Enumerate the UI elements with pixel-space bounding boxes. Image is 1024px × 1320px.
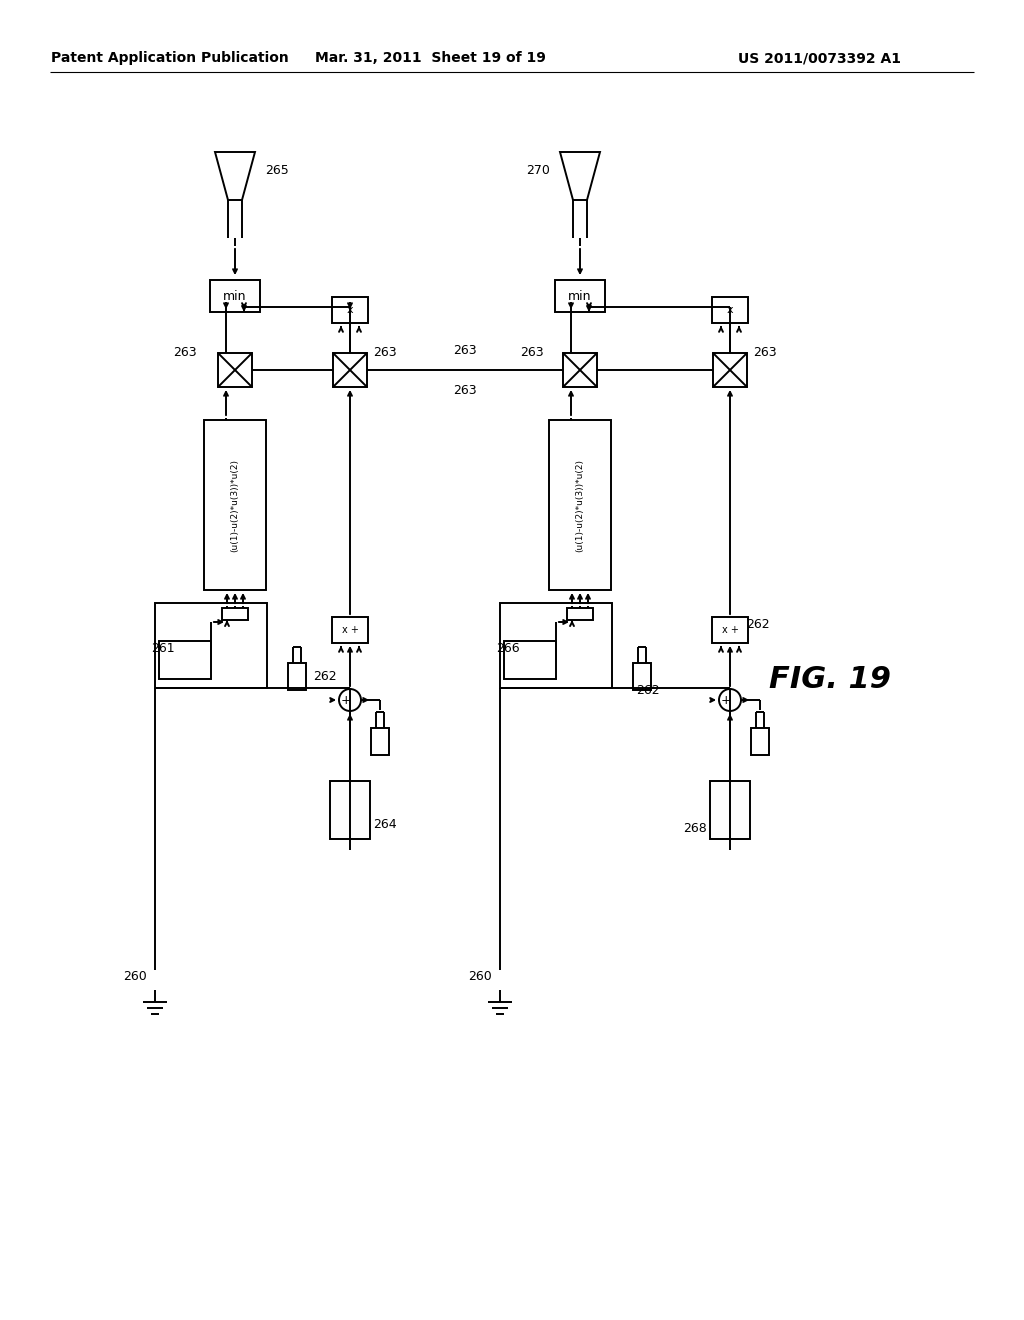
Text: (u(1)-u(2)*u(3))*u(2): (u(1)-u(2)*u(3))*u(2) <box>230 458 240 552</box>
Bar <box>555 280 605 312</box>
Text: Patent Application Publication: Patent Application Publication <box>51 51 289 65</box>
Text: x: x <box>347 305 353 315</box>
Polygon shape <box>560 152 600 201</box>
Text: 262: 262 <box>746 619 770 631</box>
Bar <box>218 352 252 387</box>
Circle shape <box>719 689 741 711</box>
Bar <box>751 729 769 755</box>
Text: +: + <box>341 693 351 706</box>
Bar <box>330 781 370 840</box>
Bar <box>332 297 368 323</box>
Text: 270: 270 <box>526 164 550 177</box>
Bar <box>713 352 746 387</box>
Text: 263: 263 <box>373 346 397 359</box>
Bar <box>155 603 267 688</box>
Bar <box>710 781 750 840</box>
Circle shape <box>339 689 361 711</box>
Bar <box>210 280 260 312</box>
Text: 263: 263 <box>754 346 777 359</box>
Bar <box>549 420 611 590</box>
Bar <box>222 609 248 620</box>
Bar <box>288 663 306 690</box>
Bar <box>567 609 593 620</box>
Bar <box>712 616 748 643</box>
Bar <box>371 729 389 755</box>
Text: US 2011/0073392 A1: US 2011/0073392 A1 <box>738 51 901 65</box>
Text: FIG. 19: FIG. 19 <box>769 665 891 694</box>
Bar <box>712 297 748 323</box>
Bar <box>504 642 556 678</box>
Text: 261: 261 <box>152 642 175 655</box>
Text: x: x <box>727 305 733 315</box>
Text: 262: 262 <box>636 684 659 697</box>
Bar <box>159 642 211 678</box>
Bar <box>563 352 597 387</box>
Text: +: + <box>721 693 731 706</box>
Text: min: min <box>223 289 247 302</box>
Text: 263: 263 <box>173 346 197 359</box>
Text: (u(1)-u(2)*u(3))*u(2): (u(1)-u(2)*u(3))*u(2) <box>575 458 585 552</box>
Text: Mar. 31, 2011  Sheet 19 of 19: Mar. 31, 2011 Sheet 19 of 19 <box>314 51 546 65</box>
Text: 265: 265 <box>265 164 289 177</box>
Text: 266: 266 <box>497 642 520 655</box>
Text: 263: 263 <box>454 343 477 356</box>
Text: 260: 260 <box>123 969 146 982</box>
Bar <box>633 663 651 690</box>
Text: 263: 263 <box>520 346 544 359</box>
Text: min: min <box>568 289 592 302</box>
Text: 263: 263 <box>454 384 477 396</box>
Text: x +: x + <box>342 624 358 635</box>
Polygon shape <box>215 152 255 201</box>
Bar <box>204 420 266 590</box>
Text: x +: x + <box>722 624 738 635</box>
Bar <box>332 616 368 643</box>
Text: 264: 264 <box>373 818 397 832</box>
Bar <box>333 352 367 387</box>
Bar <box>500 603 612 688</box>
Text: 260: 260 <box>468 969 492 982</box>
Text: 268: 268 <box>683 821 707 834</box>
Text: 262: 262 <box>313 671 337 684</box>
